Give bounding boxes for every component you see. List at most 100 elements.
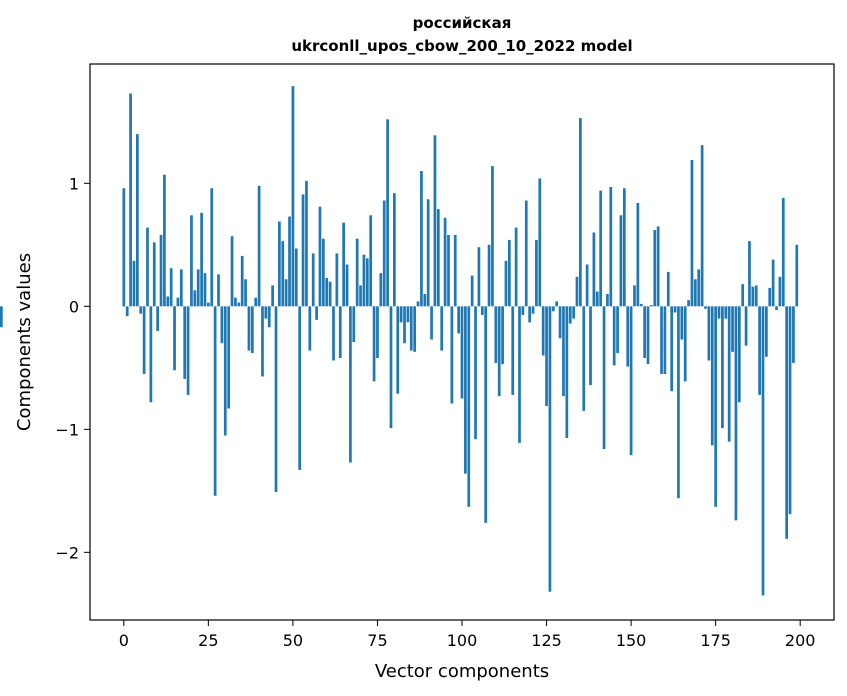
bar	[748, 241, 751, 307]
bar	[325, 278, 329, 307]
bar	[754, 285, 758, 307]
bar	[288, 216, 291, 307]
bar	[301, 194, 305, 307]
bar	[433, 135, 437, 307]
bar	[599, 190, 603, 307]
bar	[589, 306, 592, 386]
x-tick-label: 100	[447, 631, 478, 650]
bar	[714, 306, 717, 507]
bar	[443, 217, 447, 307]
bar	[650, 305, 653, 307]
bar	[413, 306, 417, 352]
bar	[528, 306, 531, 323]
bar	[622, 188, 626, 307]
bar	[568, 306, 572, 324]
bar	[646, 306, 650, 365]
bar	[132, 260, 136, 307]
bar	[311, 253, 315, 307]
bar	[579, 118, 582, 307]
bar	[237, 302, 241, 307]
bar	[342, 222, 345, 307]
bar	[541, 306, 545, 356]
bar	[795, 244, 799, 307]
bar	[163, 174, 166, 307]
bar	[734, 306, 738, 521]
bar	[724, 306, 728, 319]
x-tick-label: 150	[616, 631, 647, 650]
bar	[223, 306, 227, 436]
bar	[548, 306, 552, 592]
bar	[176, 297, 180, 307]
bar	[257, 185, 261, 307]
bar	[535, 239, 538, 307]
plot-frame	[89, 63, 835, 621]
bar	[426, 199, 430, 307]
bar	[281, 241, 285, 307]
bar	[551, 306, 555, 312]
bar	[359, 285, 362, 307]
bar	[125, 306, 129, 317]
bar	[379, 273, 383, 307]
bar	[294, 248, 298, 307]
x-tick-label: 75	[367, 631, 387, 650]
x-tick-label: 200	[785, 631, 816, 650]
bar	[278, 221, 281, 307]
bar	[122, 188, 126, 307]
bar	[376, 306, 379, 358]
bar	[497, 306, 501, 397]
bar	[565, 306, 569, 438]
bar	[396, 306, 400, 394]
bar	[332, 306, 335, 361]
bar	[707, 306, 711, 361]
bar	[643, 306, 646, 358]
bar	[690, 159, 694, 307]
bar	[480, 306, 484, 315]
bar	[142, 306, 146, 374]
y-tick-label: 1	[69, 174, 79, 193]
bar	[450, 306, 454, 404]
bar	[511, 306, 515, 395]
bar	[660, 306, 663, 374]
bar	[169, 268, 173, 307]
bar	[440, 306, 444, 351]
bar	[521, 306, 525, 315]
bar	[710, 306, 714, 446]
bar	[555, 301, 559, 307]
bar	[213, 306, 217, 496]
bar	[403, 306, 406, 344]
bar	[345, 264, 349, 307]
bar	[203, 273, 207, 307]
chart-title-line1: российская	[413, 14, 512, 32]
bar	[453, 234, 457, 307]
bar	[382, 200, 386, 307]
bar	[399, 306, 403, 323]
bar	[464, 306, 467, 474]
bar	[0, 306, 3, 328]
bar	[362, 254, 366, 307]
bar	[602, 306, 606, 450]
bar	[254, 297, 258, 307]
bar	[538, 178, 542, 307]
bar	[687, 300, 690, 307]
bar	[227, 306, 231, 409]
bar	[653, 230, 657, 307]
bar	[139, 306, 143, 314]
chart-title-line2: ukrconll_upos_cbow_200_10_2022 model	[291, 37, 632, 55]
bar	[135, 134, 139, 307]
bar	[264, 306, 268, 319]
bar	[146, 227, 149, 307]
bar	[639, 303, 643, 307]
x-tick-label: 125	[531, 631, 562, 650]
bar	[217, 274, 220, 307]
bar	[595, 291, 599, 307]
bar	[193, 290, 197, 307]
bar	[230, 236, 234, 307]
bar	[207, 302, 210, 307]
bar	[619, 215, 623, 307]
bar	[494, 306, 498, 363]
bar	[423, 294, 427, 307]
bar	[670, 306, 674, 392]
bar	[697, 269, 701, 307]
bar	[491, 166, 494, 307]
bar	[751, 286, 755, 307]
